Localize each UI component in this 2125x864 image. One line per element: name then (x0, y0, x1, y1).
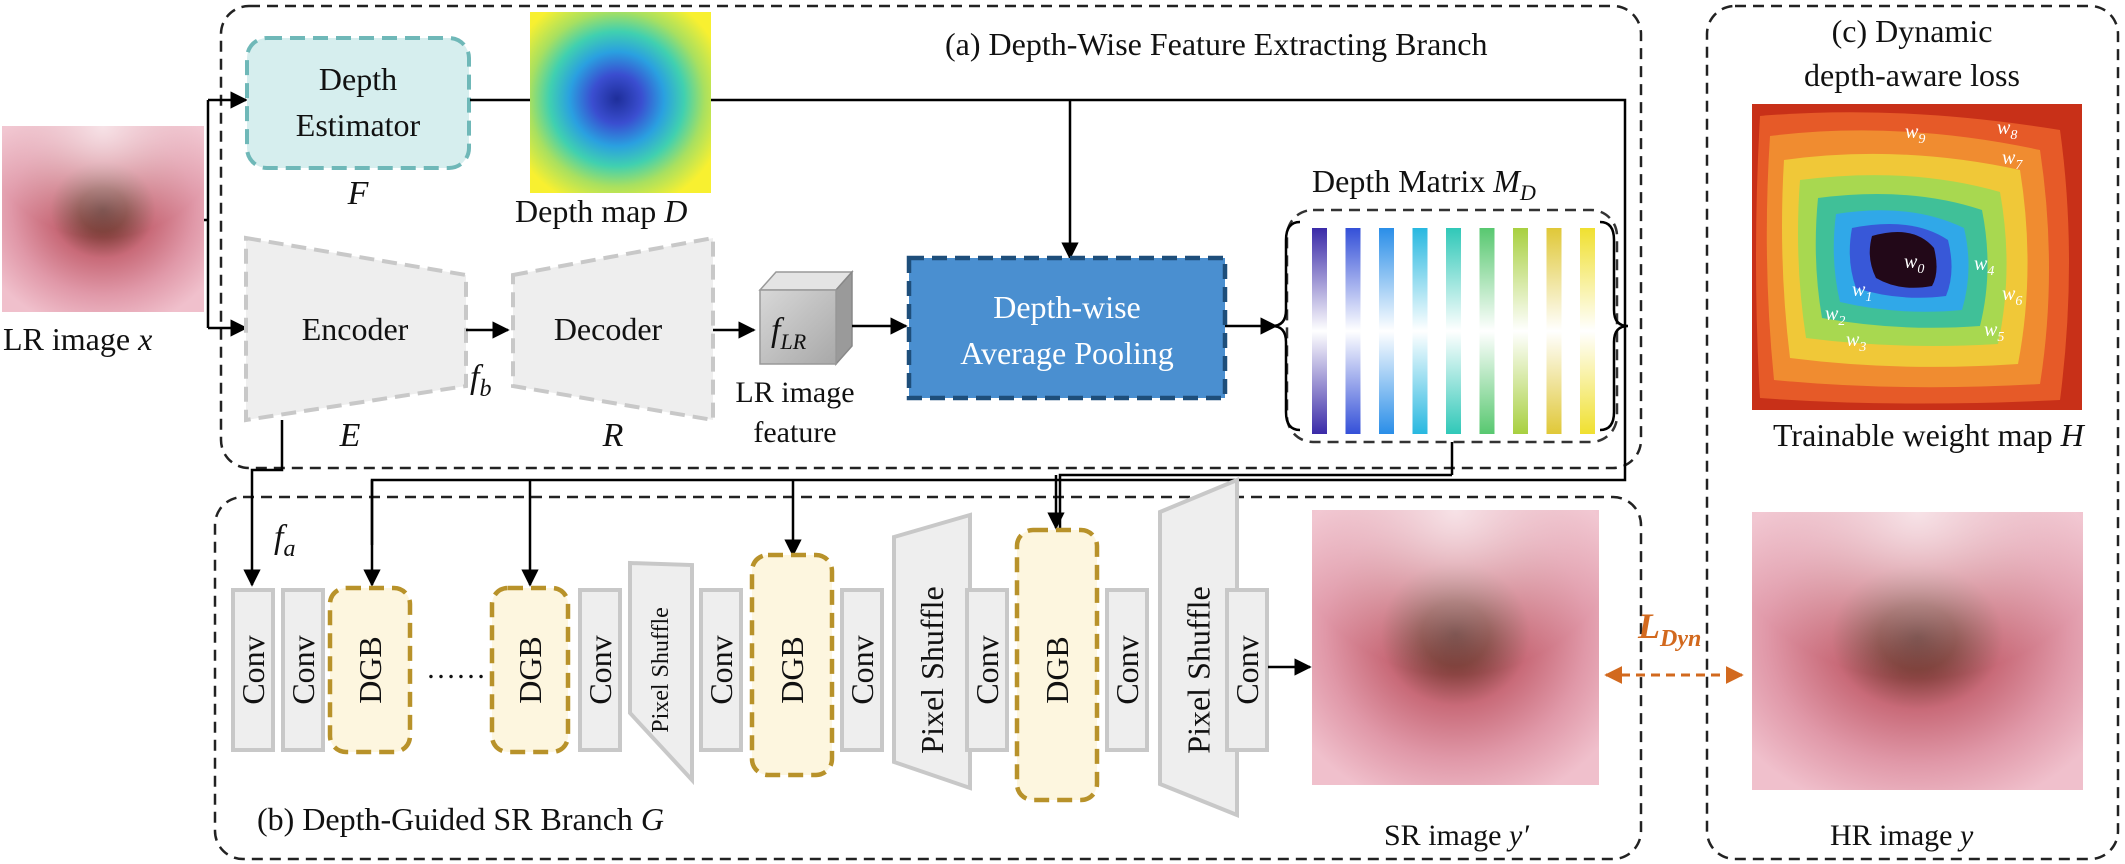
weight-label-0: w0 (1904, 251, 1924, 277)
conv-label: Conv (1229, 635, 1265, 704)
depth-matrix-bar (1479, 228, 1495, 434)
branch-c-frame (1705, 4, 2120, 861)
pooling-line1: Depth-wise (993, 289, 1141, 325)
weight-label-5: w5 (1984, 319, 2004, 345)
weight-map-image (1752, 104, 2082, 410)
conv-label: Conv (703, 635, 739, 704)
flr-caption-line2: feature (753, 416, 836, 449)
title-c-line2: depth-aware loss (1804, 57, 2020, 93)
dgb-block (1014, 527, 1100, 803)
weight-label-4: w4 (1974, 253, 1994, 279)
sr-image (1312, 510, 1599, 785)
depth-matrix-bar (1546, 228, 1562, 434)
depth-estimator-symbol: F (347, 175, 370, 212)
pixel-shuffle-block (628, 560, 694, 786)
depth-matrix-bar (1580, 228, 1595, 434)
title-a: (a) Depth-Wise Feature Extracting Branch (945, 26, 1487, 62)
title-c-line1: (c) Dynamic (1832, 13, 1993, 49)
conv-block (1225, 588, 1269, 752)
title-b: (b) Depth-Guided SR Branch G (257, 801, 664, 837)
hr-image (1752, 512, 2083, 790)
depth-matrix-left-brace (1271, 220, 1301, 432)
conv-label: Conv (235, 635, 271, 704)
dgb-block (327, 585, 413, 755)
conv-block (1105, 588, 1149, 752)
weight-label-3: w3 (1846, 329, 1866, 355)
weight-label-1: w1 (1852, 279, 1872, 305)
sr-image-label: SR image y′ (1384, 819, 1529, 852)
lr-image-label: LR image x (3, 321, 152, 357)
sr-ellipsis: …… (426, 652, 486, 685)
weight-label-6: w6 (2002, 283, 2022, 309)
flr-caption-line1: LR image (735, 376, 854, 409)
dgb-block (749, 552, 835, 778)
ps-label: Pixel Shuffle (914, 586, 950, 753)
fa-connector (243, 420, 284, 587)
dgb-label: DGB (352, 636, 388, 704)
pooling-line2: Average Pooling (960, 335, 1174, 371)
ps-label: Pixel Shuffle (1181, 586, 1217, 753)
lr-image (2, 126, 204, 312)
encoder-label: Encoder (302, 311, 409, 347)
decoder-shape (511, 235, 715, 423)
weight-label-2: w2 (1825, 303, 1845, 329)
depth-matrix-bar (1446, 228, 1461, 434)
conv-block (840, 588, 884, 752)
pixel-shuffle-block (892, 512, 972, 791)
dgb-label: DGB (1039, 636, 1075, 704)
pooling-box (906, 255, 1228, 401)
depth-matrix-bars (1312, 228, 1595, 434)
decoder-label: Decoder (554, 311, 663, 347)
depth-matrix-bar (1379, 228, 1394, 434)
depth-estimator-box (245, 36, 471, 170)
sr-pipeline: Conv Conv DGB …… DGB Conv Pixel Shuffle Conv DGB… (231, 477, 1269, 818)
conv-label: Conv (285, 635, 321, 704)
conv-label: Conv (844, 635, 880, 704)
pixel-shuffle-block (1158, 477, 1239, 818)
conv-block (231, 588, 275, 752)
dgb-label: DGB (512, 636, 548, 704)
conv-label: Conv (582, 635, 618, 704)
guidance-connectors (363, 473, 1452, 587)
encoder-symbol: E (339, 417, 361, 454)
loss-symbol: LDyn (1637, 606, 1701, 652)
dgb-block (489, 585, 571, 755)
depth-matrix-bar (1345, 228, 1361, 434)
conv-block (965, 588, 1009, 752)
fa-symbol: fa (274, 519, 295, 562)
input-connectors (204, 91, 248, 337)
depth-matrix-bar (1513, 228, 1528, 434)
hr-image-label: HR image y (1830, 819, 1974, 852)
conv-block (699, 588, 743, 752)
depth-matrix-bar (1412, 228, 1428, 434)
fb-symbol: fb (470, 359, 491, 402)
decoder-symbol: R (602, 417, 624, 454)
depth-matrix-label: Depth Matrix MD (1312, 163, 1536, 205)
depth-map-image (530, 12, 711, 193)
conv-block (281, 588, 325, 752)
branch-a-frame (219, 4, 1643, 470)
conv-label: Conv (1109, 635, 1145, 704)
dgb-label: DGB (774, 636, 810, 704)
depth-matrix-bar (1312, 228, 1327, 434)
weight-label-9: w9 (1905, 121, 1925, 147)
depth-estimator-line1: Depth (319, 61, 397, 97)
encoder-shape (244, 235, 468, 423)
weight-label-8: w8 (1997, 117, 2017, 143)
flr-cube (758, 270, 854, 366)
weight-label-7: w7 (2002, 147, 2023, 173)
conv-block (578, 588, 622, 752)
weight-map-label: Trainable weight map H (1773, 417, 2086, 453)
depth-matrix-right-brace (1599, 220, 1629, 432)
depth-map-label: Depth map D (515, 193, 687, 229)
depth-estimator-line2: Estimator (296, 107, 421, 143)
ps-label: Pixel Shuffle (648, 607, 674, 733)
conv-label: Conv (969, 635, 1005, 704)
